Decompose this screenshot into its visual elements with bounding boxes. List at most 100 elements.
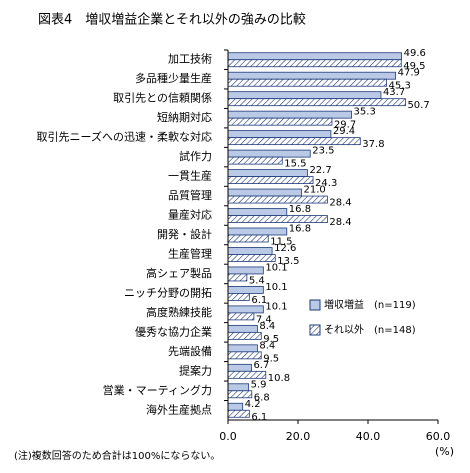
legend-label: それ以外 (n=148) (324, 324, 416, 336)
y-tick-label: 取引先との信頼関係 (113, 91, 212, 105)
bar (227, 266, 264, 275)
bar (227, 130, 332, 139)
value-label: 15.5 (284, 159, 306, 170)
value-label: 43.7 (383, 87, 405, 98)
bar (227, 390, 253, 399)
y-tick-label: 提案力 (179, 363, 212, 377)
bar (227, 363, 252, 372)
y-tick-label: 営業・マーティング力 (103, 383, 212, 397)
y-tick-label: ニッチ分野の開拓 (124, 285, 212, 299)
value-label: 10.1 (265, 262, 287, 273)
bar (227, 370, 267, 379)
value-label: 4.2 (245, 399, 261, 410)
value-label: 28.4 (329, 217, 351, 228)
value-label: 6.7 (253, 360, 269, 371)
x-tick-label: 60.0 (426, 430, 451, 443)
bar (227, 305, 264, 314)
value-label: 16.8 (289, 223, 311, 234)
value-label: 47.9 (398, 68, 420, 79)
value-label: 11.5 (270, 237, 292, 248)
bar (227, 137, 361, 146)
y-tick-label: 多品種少量生産 (135, 71, 212, 85)
x-tick-label: 0.0 (219, 430, 237, 443)
value-label: 49.5 (403, 61, 425, 72)
value-label: 45.3 (389, 81, 411, 92)
bar (227, 247, 273, 255)
bar (227, 110, 352, 119)
bar (227, 98, 406, 107)
bar (227, 91, 382, 100)
legend-label: 増収増益 (n=119) (324, 298, 416, 311)
bar (227, 117, 333, 126)
y-tick-label: 品質管理 (168, 188, 212, 202)
bar (227, 331, 262, 340)
value-label: 29.4 (333, 126, 355, 137)
value-label: 5.9 (251, 379, 267, 390)
value-label: 6.8 (254, 392, 270, 403)
value-label: 6.1 (251, 412, 267, 423)
bar (227, 293, 250, 301)
value-label: 35.3 (354, 107, 376, 118)
bar (227, 195, 328, 204)
bar (227, 324, 258, 333)
value-label: 13.5 (277, 256, 299, 267)
value-label: 12.6 (274, 243, 296, 254)
bar (227, 59, 402, 68)
bar (227, 234, 269, 243)
bar (227, 286, 264, 294)
y-tick-label: 一貫生産 (168, 169, 212, 183)
bar (227, 71, 397, 80)
value-label: 9.5 (263, 334, 279, 345)
bar (227, 254, 276, 262)
y-tick-label: 高シェア製品 (146, 266, 212, 280)
bar (227, 156, 283, 165)
value-label: 28.4 (329, 198, 351, 209)
bar (227, 273, 248, 282)
bar (227, 344, 258, 353)
value-label: 37.8 (362, 139, 384, 150)
value-label: 21.0 (304, 185, 326, 196)
y-tick-label: 優秀な協力企業 (135, 324, 212, 338)
y-tick-label: 加工技術 (168, 53, 212, 66)
value-label: 50.7 (407, 100, 429, 111)
x-tick-label: 20.0 (286, 430, 311, 443)
bar (227, 188, 302, 197)
bar (227, 78, 387, 87)
bar (227, 312, 255, 321)
bar (227, 169, 308, 177)
value-label: 24.3 (315, 178, 337, 189)
y-tick-label: 開発・設計 (157, 227, 212, 241)
value-label: 10.1 (265, 301, 287, 312)
value-label: 5.4 (249, 275, 265, 286)
y-tick-label: 試作力 (179, 149, 212, 163)
bar (227, 149, 311, 158)
value-label: 23.5 (312, 146, 334, 157)
x-tick-label: 40.0 (356, 430, 381, 443)
value-label: 29.7 (334, 120, 356, 131)
value-label: 16.8 (289, 204, 311, 215)
y-tick-label: 短納期対応 (157, 110, 212, 124)
bar (227, 208, 288, 216)
bar (227, 383, 250, 392)
legend-swatch (309, 324, 321, 336)
bar (227, 409, 250, 418)
y-tick-label: 生産管理 (168, 246, 212, 260)
bar (227, 176, 314, 184)
y-tick-label: 高度熟練技能 (146, 305, 212, 319)
value-label: 49.6 (404, 48, 426, 59)
bar (227, 215, 328, 223)
value-label: 8.4 (259, 340, 275, 351)
note: (注)複数回答のため合計は100%にならない。 (14, 449, 220, 462)
value-label: 7.4 (256, 314, 272, 325)
value-label: 10.8 (268, 373, 290, 384)
value-label: 6.1 (251, 295, 267, 306)
bar (227, 402, 244, 411)
value-label: 8.4 (259, 321, 275, 332)
legend-swatch (309, 299, 321, 311)
y-tick-label: 海外生産拠点 (146, 402, 212, 416)
chart-title: 図表4 増収増益企業とそれ以外の強みの比較 (38, 12, 306, 28)
bar (227, 227, 288, 236)
unit-label: (%) (435, 445, 454, 458)
value-label: 10.1 (265, 282, 287, 293)
